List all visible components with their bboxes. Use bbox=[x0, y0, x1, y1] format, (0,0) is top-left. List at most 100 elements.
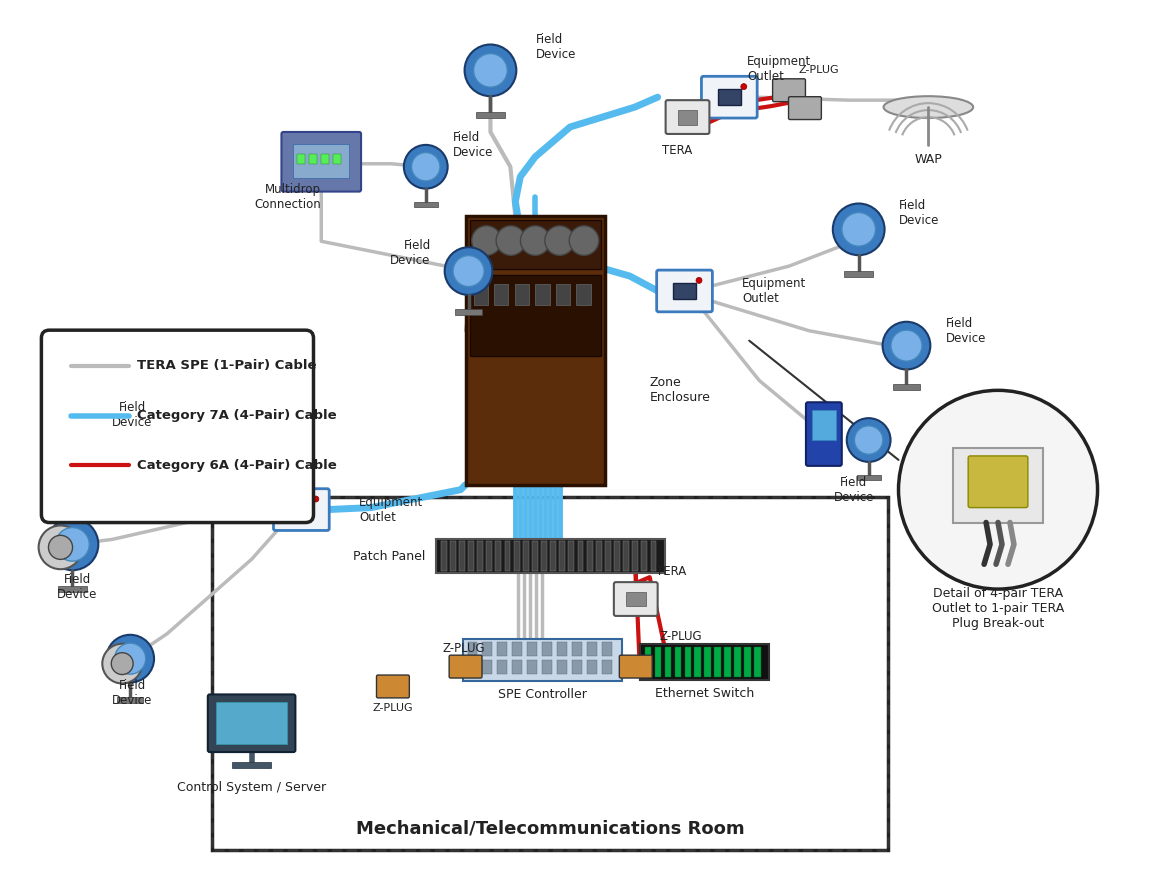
Text: Field
Device: Field Device bbox=[391, 239, 431, 267]
Bar bbox=[550, 542, 556, 571]
Bar bbox=[474, 283, 488, 305]
Text: SPE Controller: SPE Controller bbox=[497, 688, 586, 701]
Bar bbox=[655, 646, 661, 677]
Bar bbox=[512, 642, 522, 656]
Text: Field
Device: Field Device bbox=[899, 200, 938, 227]
Bar bbox=[535, 283, 550, 305]
Bar bbox=[512, 660, 522, 674]
Circle shape bbox=[404, 145, 448, 188]
FancyBboxPatch shape bbox=[619, 655, 652, 678]
FancyBboxPatch shape bbox=[614, 583, 658, 616]
Circle shape bbox=[899, 391, 1097, 589]
Bar bbox=[455, 309, 482, 315]
Text: Equipment
Outlet: Equipment Outlet bbox=[742, 277, 806, 305]
FancyBboxPatch shape bbox=[282, 132, 362, 192]
Bar bbox=[557, 642, 566, 656]
Circle shape bbox=[39, 526, 82, 569]
Bar bbox=[894, 384, 920, 390]
Text: Field
Device: Field Device bbox=[833, 476, 874, 503]
Text: Category 6A (4-Pair) Cable: Category 6A (4-Pair) Cable bbox=[137, 459, 337, 472]
Circle shape bbox=[847, 418, 890, 462]
Circle shape bbox=[56, 527, 89, 561]
Text: Patch Panel: Patch Panel bbox=[353, 550, 426, 563]
Circle shape bbox=[106, 635, 154, 683]
Bar bbox=[468, 642, 477, 656]
Bar bbox=[459, 542, 464, 571]
Bar bbox=[641, 542, 647, 571]
Circle shape bbox=[882, 321, 930, 369]
Text: Field
Device: Field Device bbox=[536, 34, 577, 61]
Circle shape bbox=[106, 429, 158, 480]
Text: TERA: TERA bbox=[662, 145, 693, 157]
Bar bbox=[605, 542, 611, 571]
FancyBboxPatch shape bbox=[208, 694, 295, 752]
Bar bbox=[601, 642, 612, 656]
Circle shape bbox=[496, 226, 525, 256]
Text: TERA SPE (1-Pair) Cable: TERA SPE (1-Pair) Cable bbox=[137, 360, 316, 372]
Bar bbox=[677, 109, 697, 124]
Bar bbox=[528, 660, 537, 674]
Bar bbox=[482, 642, 493, 656]
Bar bbox=[322, 154, 329, 163]
Bar bbox=[482, 660, 493, 674]
Circle shape bbox=[111, 653, 133, 675]
Circle shape bbox=[102, 644, 142, 684]
Bar bbox=[954, 448, 1042, 522]
Circle shape bbox=[545, 226, 574, 256]
Bar bbox=[569, 542, 574, 571]
Bar bbox=[497, 642, 507, 656]
Bar bbox=[845, 271, 873, 277]
Bar bbox=[632, 542, 638, 571]
Bar bbox=[333, 154, 342, 163]
FancyBboxPatch shape bbox=[806, 402, 841, 466]
Circle shape bbox=[854, 426, 883, 455]
Circle shape bbox=[312, 496, 319, 502]
Circle shape bbox=[47, 519, 98, 570]
Bar bbox=[468, 542, 474, 571]
Bar bbox=[724, 646, 731, 677]
Text: Field
Device: Field Device bbox=[112, 679, 152, 708]
Circle shape bbox=[48, 535, 73, 559]
Text: Z-PLUG: Z-PLUG bbox=[799, 66, 839, 75]
Bar bbox=[542, 660, 552, 674]
Text: Category 7A (4-Pair) Cable: Category 7A (4-Pair) Cable bbox=[137, 409, 337, 422]
Bar bbox=[744, 646, 751, 677]
Bar bbox=[477, 542, 483, 571]
Bar bbox=[624, 542, 629, 571]
Bar bbox=[586, 542, 592, 571]
Text: Z-PLUG: Z-PLUG bbox=[442, 642, 484, 655]
FancyBboxPatch shape bbox=[666, 100, 709, 134]
Bar bbox=[449, 542, 456, 571]
Bar bbox=[541, 542, 546, 571]
Bar bbox=[294, 144, 349, 178]
Bar bbox=[577, 283, 591, 305]
Bar bbox=[494, 283, 509, 305]
Bar bbox=[58, 586, 87, 592]
Bar bbox=[290, 502, 312, 518]
Bar bbox=[735, 646, 741, 677]
Bar bbox=[572, 660, 581, 674]
Bar bbox=[715, 646, 721, 677]
Bar bbox=[495, 542, 502, 571]
Bar bbox=[532, 542, 538, 571]
Bar bbox=[504, 542, 510, 571]
Bar bbox=[118, 496, 146, 503]
Text: Field
Device: Field Device bbox=[57, 573, 97, 601]
Circle shape bbox=[741, 83, 746, 90]
FancyBboxPatch shape bbox=[274, 488, 329, 530]
Bar bbox=[469, 220, 601, 269]
Text: Equipment
Outlet: Equipment Outlet bbox=[748, 55, 812, 83]
Text: Field
Device: Field Device bbox=[453, 131, 493, 159]
Circle shape bbox=[570, 226, 599, 256]
Text: Mechanical/Telecommunications Room: Mechanical/Telecommunications Room bbox=[356, 819, 744, 837]
Bar bbox=[441, 542, 447, 571]
Bar bbox=[514, 542, 519, 571]
Text: Z-PLUG: Z-PLUG bbox=[660, 630, 702, 643]
Circle shape bbox=[842, 212, 875, 246]
Bar bbox=[297, 154, 305, 163]
Bar bbox=[435, 539, 665, 573]
Bar bbox=[523, 542, 529, 571]
Bar bbox=[645, 646, 652, 677]
Text: TERA: TERA bbox=[655, 565, 686, 578]
Circle shape bbox=[445, 247, 493, 295]
